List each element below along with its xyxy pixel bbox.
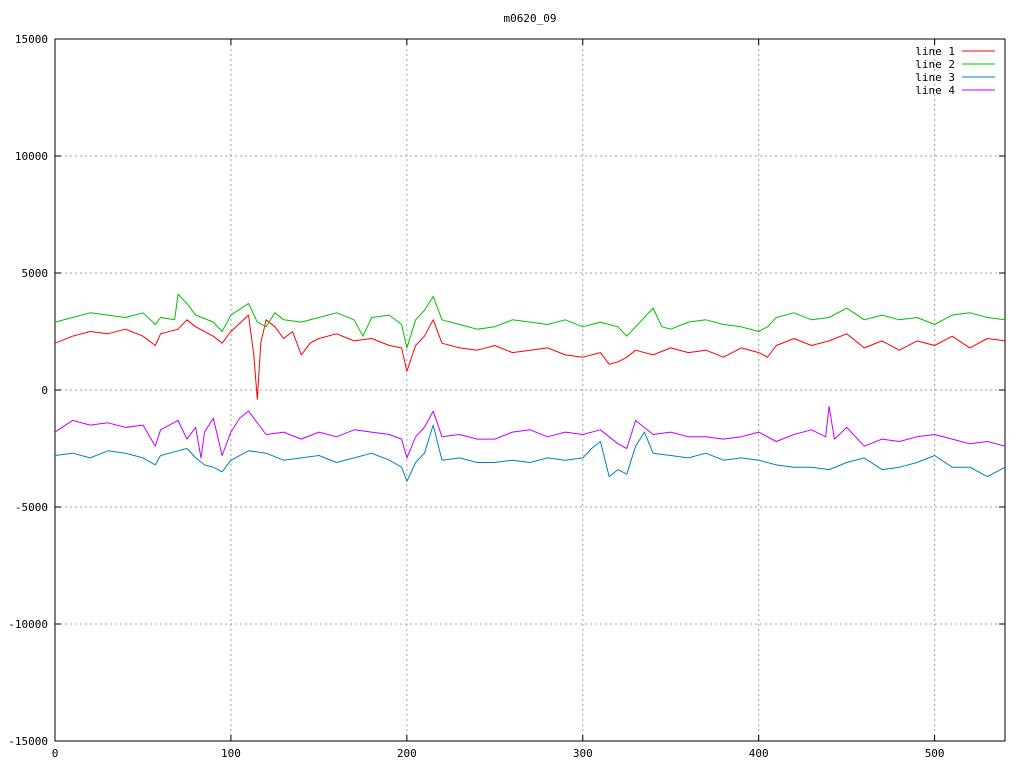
axis-ticks: 0 100 200 300 400 500 -15000 -10000 -5000 0 5000 10… bbox=[8, 33, 1005, 760]
y-tick-label: -15000 bbox=[8, 735, 48, 748]
x-tick-label: 500 bbox=[925, 747, 945, 760]
series-line-3 bbox=[54, 424, 1006, 482]
series-line-2 bbox=[54, 293, 1006, 349]
chart-title: m0620_09 bbox=[504, 12, 557, 25]
x-tick-label: 300 bbox=[573, 747, 593, 760]
x-tick-label: 0 bbox=[52, 747, 59, 760]
x-tick-label: 200 bbox=[397, 747, 417, 760]
series-line-1 bbox=[54, 314, 1006, 400]
y-tick-label: 5000 bbox=[22, 267, 49, 280]
legend-label: line 3 bbox=[915, 71, 955, 84]
series-lines bbox=[54, 293, 1006, 482]
legend-label: line 2 bbox=[915, 58, 955, 71]
y-tick-label: 0 bbox=[41, 384, 48, 397]
x-tick-label: 400 bbox=[749, 747, 769, 760]
x-tick-label: 100 bbox=[221, 747, 241, 760]
y-tick-label: -10000 bbox=[8, 618, 48, 631]
legend-label: line 4 bbox=[915, 84, 955, 97]
grid bbox=[55, 39, 1005, 741]
y-tick-label: 10000 bbox=[15, 150, 48, 163]
series-line-4 bbox=[54, 405, 1006, 459]
y-tick-label: -5000 bbox=[15, 501, 48, 514]
legend-label: line 1 bbox=[915, 45, 955, 58]
y-tick-label: 15000 bbox=[15, 33, 48, 46]
